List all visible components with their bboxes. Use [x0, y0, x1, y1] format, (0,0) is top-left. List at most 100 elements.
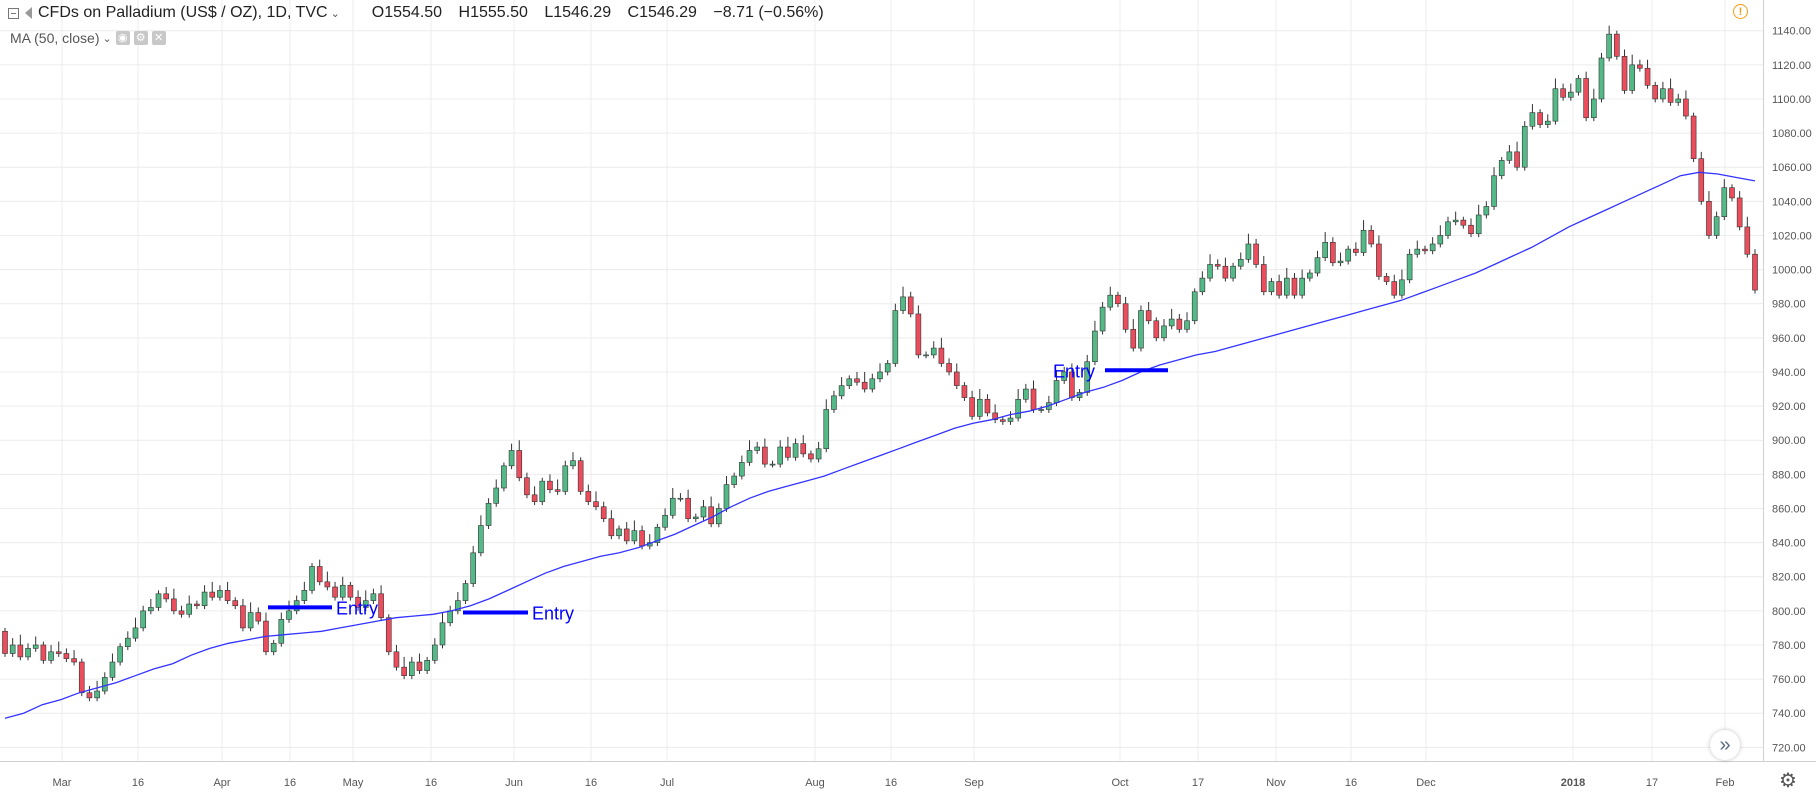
candle-body: [1391, 281, 1398, 296]
y-tick-label: 1020.00: [1772, 230, 1812, 242]
candle-body: [1698, 158, 1705, 202]
candle-body: [1544, 120, 1551, 125]
x-tick-label: Dec: [1416, 777, 1436, 789]
settings-icon[interactable]: ⚙: [133, 31, 148, 45]
eye-icon[interactable]: ◉: [115, 31, 130, 45]
candle-body: [754, 446, 760, 451]
collapse-icon[interactable]: [8, 7, 19, 19]
entry-label: Entry: [1053, 361, 1095, 381]
x-tick-label: Nov: [1266, 777, 1286, 789]
x-tick-label: 17: [1192, 777, 1204, 789]
candle-body: [355, 596, 361, 608]
candle-body: [716, 508, 722, 525]
x-tick-label: May: [343, 777, 364, 789]
candle-body: [224, 590, 231, 601]
x-tick-label: Jul: [660, 777, 674, 789]
candle-body: [1598, 57, 1605, 100]
candle-body: [1422, 248, 1428, 252]
candle-body: [1445, 221, 1451, 236]
entry-label: Entry: [336, 598, 378, 618]
flag-icon[interactable]: [25, 7, 32, 19]
candle-body: [608, 518, 615, 537]
y-tick-label: 1140.00: [1772, 26, 1811, 38]
candle-body: [930, 347, 937, 356]
symbol-title[interactable]: CFDs on Palladium (US$ / OZ), 1D, TVC: [38, 4, 328, 21]
candle-body: [823, 409, 830, 450]
candle-body: [1475, 214, 1482, 235]
candle-body: [1184, 320, 1190, 330]
open-value: O1554.50: [371, 4, 443, 21]
chevron-down-icon[interactable]: ⌄: [330, 7, 340, 20]
candle-body: [1744, 226, 1751, 255]
candle-body: [301, 590, 308, 601]
candle-body: [923, 354, 929, 357]
candle-body: [1652, 85, 1659, 100]
candle-body: [869, 378, 876, 390]
candle-body: [94, 690, 100, 699]
candle-body: [1660, 88, 1666, 100]
chevron-down-icon[interactable]: ⌄: [102, 32, 112, 45]
candle-body: [309, 566, 315, 591]
candle-body: [1337, 260, 1344, 264]
candle-body: [938, 347, 945, 364]
candle-body: [1429, 243, 1436, 252]
candle-body: [501, 465, 507, 489]
y-tick-label: 980.00: [1772, 299, 1806, 311]
candle-body: [1245, 243, 1252, 260]
y-tick-label: 900.00: [1772, 435, 1806, 447]
candle-body: [1099, 306, 1106, 332]
change-value: −8.71 (−0.56%): [713, 4, 824, 21]
candle-body: [907, 296, 914, 315]
candle-body: [808, 453, 814, 460]
candle-body: [1130, 329, 1137, 349]
y-tick-label: 820.00: [1772, 572, 1806, 584]
candle-body: [32, 644, 39, 649]
candle-body: [1145, 310, 1152, 322]
candle-body: [1721, 187, 1728, 217]
candle-body: [40, 644, 47, 661]
candle-body: [247, 612, 254, 629]
alert-icon[interactable]: !: [1733, 4, 1748, 19]
candle-body: [217, 590, 223, 598]
y-tick-label: 920.00: [1772, 401, 1806, 413]
candle-body: [1053, 380, 1060, 403]
candle-body: [1414, 248, 1421, 255]
y-tick-label: 800.00: [1772, 606, 1806, 618]
candle-body: [1299, 277, 1305, 296]
candle-body: [78, 661, 85, 694]
candle-body: [1230, 265, 1236, 279]
candle-body: [654, 526, 661, 543]
candle-body: [493, 487, 500, 504]
candle-body: [1222, 265, 1229, 279]
candle-body: [577, 460, 584, 492]
candle-body: [209, 591, 216, 598]
candle-body: [1199, 277, 1206, 293]
candle-body: [324, 581, 331, 588]
candle-body: [332, 586, 338, 598]
candle-body: [769, 463, 776, 466]
y-tick-label: 720.00: [1772, 742, 1806, 754]
candle-body: [132, 627, 139, 639]
indicator-label[interactable]: MA (50, close): [10, 30, 100, 46]
x-tick-label: Feb: [1716, 777, 1735, 789]
candle-body: [462, 583, 469, 601]
candle-body: [1000, 419, 1006, 422]
candle-body: [1153, 320, 1160, 339]
candle-body: [969, 397, 975, 417]
candle-body: [800, 443, 807, 455]
gear-icon[interactable]: ⚙: [1779, 770, 1797, 792]
candle-body: [1322, 241, 1328, 258]
candle-body: [1567, 91, 1574, 98]
candle-body: [1330, 241, 1336, 264]
scroll-right-icon[interactable]: »: [1710, 730, 1740, 760]
close-icon[interactable]: ✕: [151, 31, 166, 45]
candle-body: [708, 506, 714, 525]
candle-body: [1360, 230, 1367, 253]
candle-body: [1491, 175, 1497, 207]
entry-label: Entry: [532, 604, 574, 624]
ohlc-values: O1554.50 H1555.50 L1546.29 C1546.29 −8.7…: [372, 4, 836, 22]
candle-body: [86, 692, 93, 699]
candle-body: [815, 448, 822, 460]
candle-body: [1675, 98, 1682, 103]
